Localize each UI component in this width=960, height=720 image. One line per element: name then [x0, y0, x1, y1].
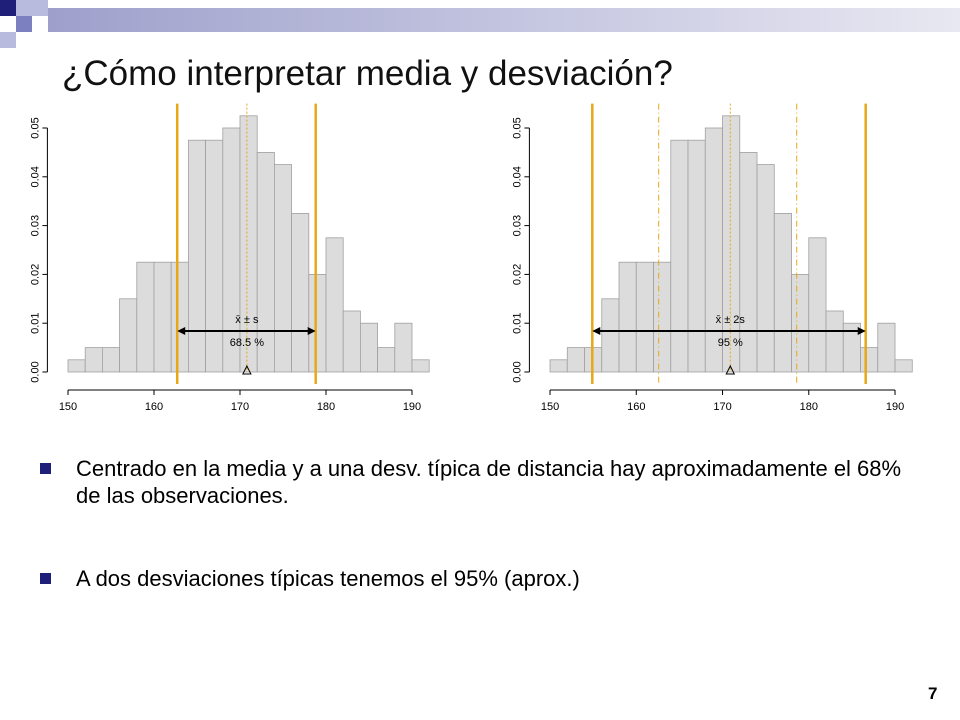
x-tick-label: 160 [627, 401, 645, 413]
bullet-text: Centrado en la media y a una desv. típic… [76, 456, 902, 508]
y-tick-label: 0.03 [511, 215, 523, 236]
bar [773, 212, 792, 373]
bullet: Centrado en la media y a una desv. típic… [40, 455, 920, 509]
x-tick-label: 180 [800, 401, 818, 413]
y-tick-label: 0.02 [511, 264, 523, 285]
y-tick-label: 0.00 [511, 361, 523, 382]
x-tick-label: 150 [59, 401, 77, 413]
y-tick-label: 0.04 [511, 166, 523, 187]
bar [170, 261, 189, 373]
bar [359, 322, 378, 373]
bar [860, 347, 879, 373]
bar [291, 212, 310, 373]
bar [239, 115, 258, 373]
bar [308, 273, 327, 373]
bar [566, 347, 585, 373]
x-tick-label: 190 [886, 401, 904, 413]
bar [704, 127, 723, 373]
bar [394, 322, 413, 373]
bar [153, 261, 172, 373]
bar [808, 237, 827, 373]
x-tick-label: 180 [317, 401, 335, 413]
mean-marker [242, 364, 252, 375]
bar [687, 139, 706, 373]
annotation: 68.5 % [230, 337, 264, 349]
bar [67, 359, 86, 373]
bar [102, 347, 121, 373]
bar [273, 164, 292, 373]
bar [601, 298, 620, 373]
y-tick-label: 0.02 [29, 264, 41, 285]
bar [722, 115, 741, 373]
decor [32, 0, 48, 16]
bar [670, 139, 689, 373]
bar [549, 359, 568, 373]
bar [119, 298, 138, 373]
header-bar [48, 8, 960, 32]
decor [16, 16, 32, 32]
bar [84, 347, 103, 373]
y-tick-label: 0.05 [511, 117, 523, 138]
bar [618, 261, 637, 373]
y-tick-label: 0.00 [29, 361, 41, 382]
x-tick-label: 160 [145, 401, 163, 413]
bar [635, 261, 654, 373]
slide-title: ¿Cómo interpretar media y desviación? [62, 54, 673, 93]
annotation: x̄ ± 2s [716, 314, 746, 326]
y-tick-label: 0.05 [29, 117, 41, 138]
bar [791, 273, 810, 373]
bullet-text: A dos desviaciones típicas tenemos el 95… [76, 566, 580, 591]
x-tick-label: 190 [403, 401, 421, 413]
annotation: 95 % [718, 337, 743, 349]
y-tick-label: 0.01 [29, 312, 41, 333]
bar [411, 359, 430, 373]
page-number: 7 [928, 684, 938, 703]
y-tick-label: 0.03 [29, 215, 41, 236]
x-tick-label: 150 [541, 401, 559, 413]
x-tick-label: 170 [231, 401, 249, 413]
bar [877, 322, 896, 373]
x-tick-label: 170 [713, 401, 731, 413]
bar [136, 261, 155, 373]
decor [0, 0, 16, 16]
bar [205, 139, 224, 373]
bar [377, 347, 396, 373]
bar [894, 359, 913, 373]
decor [0, 32, 16, 48]
bar [653, 261, 672, 373]
bar [342, 310, 361, 373]
bar [222, 127, 241, 373]
mean-marker [725, 364, 736, 375]
bar [187, 139, 206, 373]
annotation: x̄ ± s [235, 314, 259, 326]
bar [756, 164, 775, 373]
bar [825, 310, 844, 373]
y-tick-label: 0.04 [29, 166, 41, 187]
y-tick-label: 0.01 [511, 312, 523, 333]
bullet: A dos desviaciones típicas tenemos el 95… [40, 565, 920, 592]
bar [325, 237, 344, 373]
decor [16, 0, 32, 16]
